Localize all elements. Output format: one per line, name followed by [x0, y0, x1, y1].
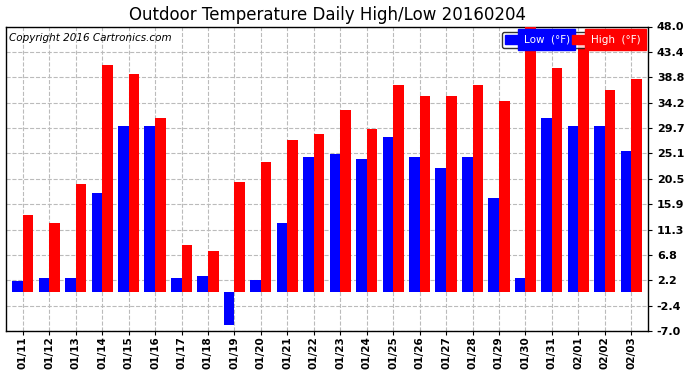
Bar	[287, 140, 298, 292]
Bar	[118, 126, 128, 292]
Bar	[366, 129, 377, 292]
Bar	[49, 223, 60, 292]
Bar	[393, 85, 404, 292]
Bar	[128, 74, 139, 292]
Bar	[65, 278, 76, 292]
Bar	[515, 278, 526, 292]
Bar	[605, 90, 615, 292]
Bar	[102, 65, 112, 292]
Bar	[171, 278, 181, 292]
Bar	[462, 157, 473, 292]
Bar	[76, 184, 86, 292]
Bar	[250, 280, 261, 292]
Bar	[473, 85, 483, 292]
Bar	[382, 137, 393, 292]
Bar	[594, 126, 605, 292]
Bar	[621, 151, 631, 292]
Bar	[261, 162, 271, 292]
Bar	[330, 154, 340, 292]
Bar	[303, 157, 314, 292]
Bar	[92, 193, 102, 292]
Bar	[526, 21, 536, 292]
Text: Copyright 2016 Cartronics.com: Copyright 2016 Cartronics.com	[9, 33, 171, 43]
Bar	[224, 292, 235, 326]
Bar	[568, 126, 578, 292]
Bar	[552, 68, 562, 292]
Bar	[208, 251, 219, 292]
Bar	[420, 96, 430, 292]
Legend: Low  (°F), High  (°F): Low (°F), High (°F)	[502, 32, 643, 48]
Bar	[409, 157, 420, 292]
Bar	[499, 101, 510, 292]
Bar	[578, 35, 589, 292]
Bar	[181, 245, 192, 292]
Bar	[446, 96, 457, 292]
Title: Outdoor Temperature Daily High/Low 20160204: Outdoor Temperature Daily High/Low 20160…	[128, 6, 526, 24]
Bar	[144, 126, 155, 292]
Bar	[197, 276, 208, 292]
Bar	[314, 135, 324, 292]
Bar	[356, 159, 366, 292]
Bar	[23, 215, 33, 292]
Bar	[39, 278, 49, 292]
Bar	[489, 198, 499, 292]
Bar	[542, 118, 552, 292]
Bar	[340, 110, 351, 292]
Bar	[277, 223, 287, 292]
Bar	[155, 118, 166, 292]
Bar	[631, 79, 642, 292]
Bar	[235, 182, 245, 292]
Bar	[435, 168, 446, 292]
Bar	[12, 281, 23, 292]
